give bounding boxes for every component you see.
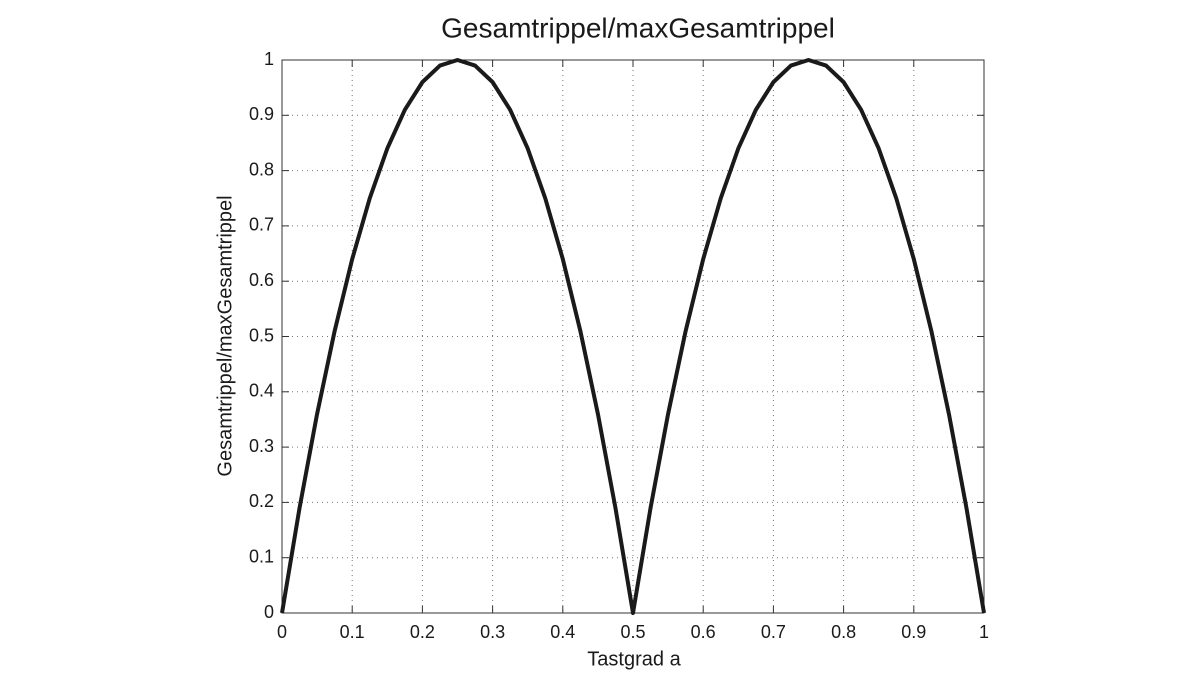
y-tick-label: 1 bbox=[264, 49, 274, 69]
y-tick-label: 0.3 bbox=[249, 436, 274, 456]
y-tick-label: 0.9 bbox=[249, 104, 274, 124]
y-tick-label: 0 bbox=[264, 602, 274, 622]
x-tick-label: 0.4 bbox=[550, 622, 575, 642]
x-tick-label: 0.2 bbox=[410, 622, 435, 642]
data-line bbox=[280, 58, 986, 615]
x-tick-label: 0.1 bbox=[340, 622, 365, 642]
x-axis-label: Tastgrad a bbox=[587, 648, 681, 670]
y-tick-label: 0.6 bbox=[249, 270, 274, 290]
x-tick-label: 0.7 bbox=[761, 622, 786, 642]
x-tick-label: 0.8 bbox=[831, 622, 856, 642]
chart-title: Gesamtrippel/maxGesamtrippel bbox=[441, 12, 835, 43]
x-tick-label: 0.9 bbox=[901, 622, 926, 642]
y-tick-label: 0.2 bbox=[249, 491, 274, 511]
x-tick-label: 0.5 bbox=[620, 622, 645, 642]
y-tick-label: 0.4 bbox=[249, 381, 274, 401]
x-tick-label: 0.6 bbox=[691, 622, 716, 642]
y-axis-label: Gesamtrippel/maxGesamtrippel bbox=[214, 195, 236, 476]
y-tick-label: 0.7 bbox=[249, 215, 274, 235]
x-tick-label: 0 bbox=[277, 622, 287, 642]
x-tick-label: 1 bbox=[979, 622, 989, 642]
y-tick-label: 0.8 bbox=[249, 159, 274, 179]
y-tick-label: 0.5 bbox=[249, 325, 274, 345]
x-tick-label: 0.3 bbox=[480, 622, 505, 642]
y-tick-label: 0.1 bbox=[249, 546, 274, 566]
